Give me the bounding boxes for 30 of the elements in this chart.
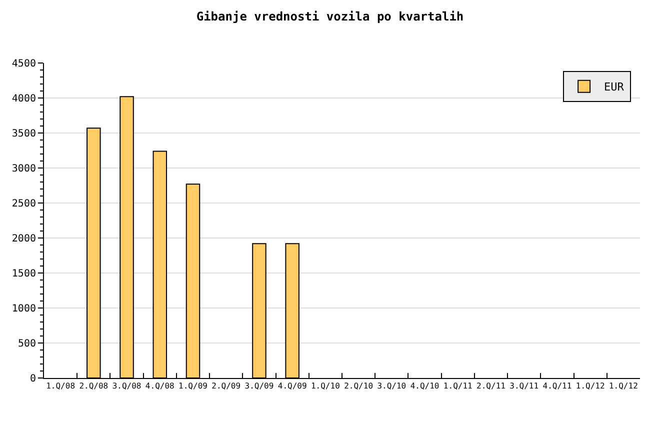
y-tick-label: 3500 xyxy=(12,128,36,140)
y-tick-label: 0 xyxy=(30,374,36,384)
y-tick-label: 4000 xyxy=(12,94,36,104)
x-tick-label: 2.Q/11 xyxy=(476,382,506,391)
x-tick-label: 2.Q/08 xyxy=(79,382,108,391)
y-tick-label: 1000 xyxy=(12,304,36,314)
x-tick-label: 1.Q/08 xyxy=(46,382,76,391)
x-tick-label: 1.Q/09 xyxy=(178,382,208,391)
chart-title: Gibanje vrednosti vozila po kvartalih xyxy=(196,9,464,24)
x-tick-label: 3.Q/10 xyxy=(377,382,406,391)
x-tick-label: 1.Q/11 xyxy=(443,382,473,391)
x-tick-label: 3.Q/08 xyxy=(112,382,142,391)
x-tick-label: 2.Q/10 xyxy=(344,382,374,391)
y-tick-label: 3000 xyxy=(12,164,36,174)
x-tick-label: 4.Q/10 xyxy=(410,382,440,391)
x-tick-label: 1.Q/10 xyxy=(310,382,340,391)
y-tick-label: 500 xyxy=(18,338,36,350)
y-tick-label: 1500 xyxy=(12,268,36,280)
x-tick-label: 1.Q/12 xyxy=(608,382,638,391)
x-tick-label: 3.Q/11 xyxy=(510,382,539,391)
y-tick-label: 2500 xyxy=(12,198,36,210)
x-tick-label: 3.Q/09 xyxy=(244,382,274,391)
x-tick-label: 4.Q/11 xyxy=(542,382,572,391)
y-tick-label: 4500 xyxy=(12,58,36,70)
y-tick-label: 2000 xyxy=(12,234,36,244)
x-tick-label: 4.Q/09 xyxy=(278,382,307,391)
legend-label: EUR xyxy=(604,80,624,94)
x-tick-label: 1.Q/12 xyxy=(576,382,605,391)
x-tick-label: 4.Q/08 xyxy=(145,382,175,391)
x-tick-label: 2.Q/09 xyxy=(212,382,241,391)
